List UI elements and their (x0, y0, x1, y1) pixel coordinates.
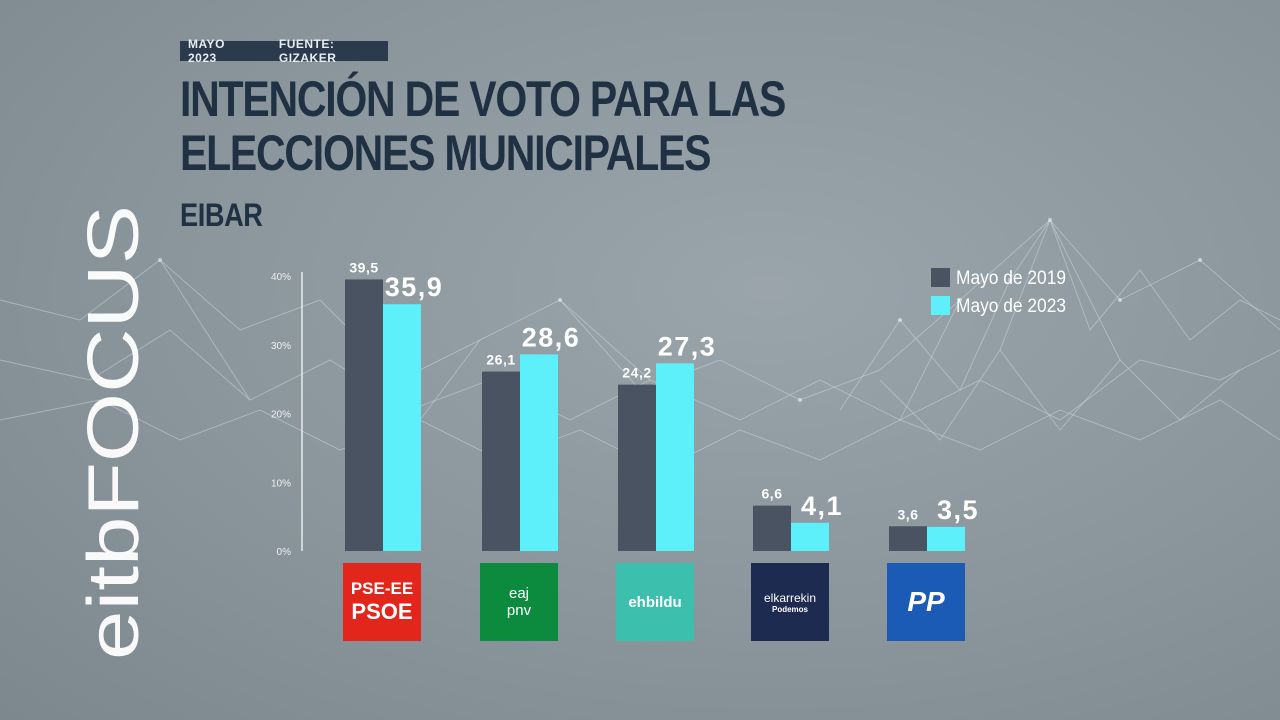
data-label-2023: 27,3 (658, 331, 717, 361)
party-logo-text: eaj (508, 585, 530, 602)
bar-2019 (482, 371, 520, 551)
party-logo-text: elkarrekin (763, 590, 817, 605)
bar-2023 (791, 522, 829, 551)
party-logo: PP (887, 563, 965, 641)
header-date: MAYO 2023 (188, 37, 225, 65)
y-tick-label: 10% (271, 478, 291, 489)
legend-swatch (931, 268, 950, 287)
y-tick-label: 0% (277, 547, 292, 558)
eitb-focus-logo: eitbFOCUS (74, 205, 150, 660)
party-logo: elkarrekin Podemos (751, 563, 829, 641)
bar-2019 (889, 526, 927, 551)
y-tick-label: 20% (271, 410, 291, 421)
party-logo-subtext: pnv (506, 602, 532, 619)
data-label-2019: 39,5 (349, 259, 378, 275)
header-date-source-tag: MAYO 2023 FUENTE: GIZAKER (180, 37, 388, 65)
y-tick-label: 40% (271, 272, 291, 283)
party-logo: ehbildu (616, 563, 694, 641)
bar-2023 (383, 304, 421, 551)
party-logo-text: ehbildu (628, 593, 682, 611)
bar-2019 (345, 279, 383, 551)
party-logo-text: PSE-EE (350, 579, 414, 598)
brand-text: eitbFOCUS (74, 205, 150, 660)
bar-2023 (927, 526, 965, 551)
data-label-2023: 28,6 (522, 322, 581, 352)
bar-2023 (656, 363, 694, 551)
data-label-2023: 35,9 (385, 272, 444, 302)
legend-label: Mayo de 2023 (956, 296, 1066, 317)
party-logo-subtext: Podemos (771, 604, 808, 614)
party-logo: eaj pnv (480, 563, 558, 641)
bar-2019 (618, 384, 656, 551)
party-logo-subtext: PSOE (351, 599, 413, 624)
party-logo: PSE-EE PSOE (343, 563, 421, 641)
y-tick-label: 30% (271, 341, 291, 352)
party-logo-text: PP (907, 586, 945, 617)
data-label-2019: 6,6 (762, 486, 783, 502)
header-source: FUENTE: GIZAKER (278, 37, 337, 65)
data-label-2023: 3,5 (937, 495, 979, 525)
data-label-2019: 3,6 (898, 506, 919, 522)
chart-subtitle: EIBAR (180, 197, 263, 233)
legend-label: Mayo de 2019 (956, 268, 1066, 289)
data-label-2023: 4,1 (801, 491, 843, 521)
data-label-2019: 24,2 (622, 365, 651, 381)
legend-swatch (931, 296, 950, 315)
bar-2019 (753, 505, 791, 551)
data-label-2019: 26,1 (486, 352, 515, 368)
chart-title: INTENCIÓN DE VOTO PARA LAS ELECCIONES MU… (180, 71, 786, 181)
bar-2023 (520, 354, 558, 551)
